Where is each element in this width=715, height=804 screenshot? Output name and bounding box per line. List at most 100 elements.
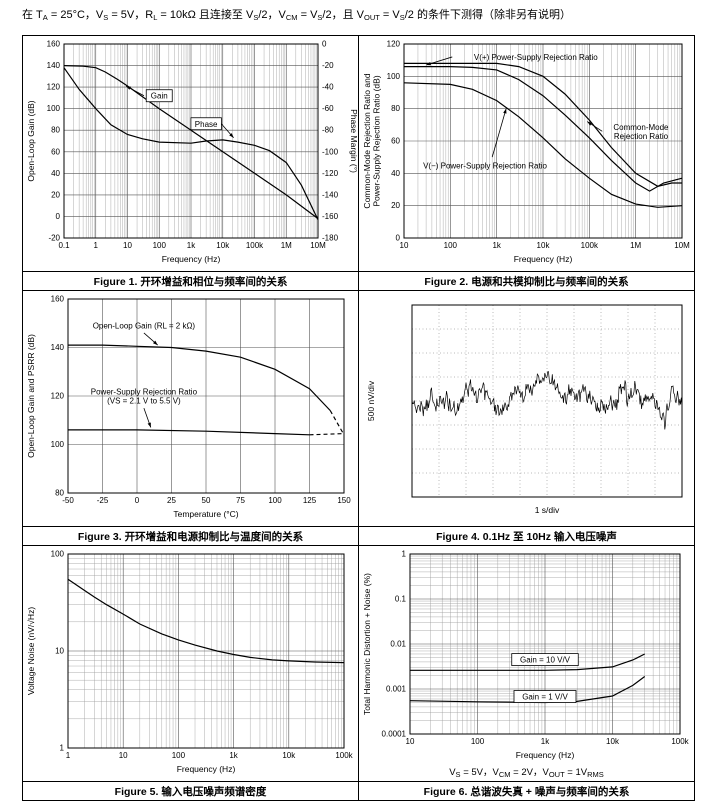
svg-text:80: 80	[391, 104, 400, 113]
svg-text:140: 140	[50, 343, 64, 352]
svg-text:160: 160	[50, 294, 64, 303]
svg-text:Frequency (Hz): Frequency (Hz)	[515, 750, 574, 760]
svg-text:140: 140	[46, 61, 60, 70]
svg-text:Frequency (Hz): Frequency (Hz)	[513, 254, 572, 264]
svg-text:Gain = 10 V/V: Gain = 10 V/V	[519, 655, 570, 664]
svg-text:0: 0	[395, 233, 400, 242]
svg-text:-60: -60	[322, 104, 334, 113]
svg-text:Common-Mode: Common-Mode	[613, 122, 669, 131]
figure-1-caption: Figure 1. 开环增益和相位与频率间的关系	[23, 271, 358, 290]
svg-text:1k: 1k	[492, 241, 501, 250]
figure-grid: 0.1 1 10 100 1k 10k 100k 1M 10M -20 0 20 40 60 80 100 12…	[22, 35, 695, 801]
svg-text:Open-Loop Gain and PSRR (dB): Open-Loop Gain and PSRR (dB)	[26, 333, 36, 457]
svg-text:1k: 1k	[229, 751, 238, 760]
svg-text:100: 100	[171, 751, 185, 760]
svg-text:0.01: 0.01	[390, 639, 406, 648]
figure-3-panel: -50 -25 0 25 50 75 100 125 150 80 100 120 140 160 Temp…	[23, 291, 359, 546]
svg-text:0.0001: 0.0001	[381, 729, 406, 738]
svg-text:Voltage Noise (nV/√Hz): Voltage Noise (nV/√Hz)	[26, 606, 36, 694]
svg-text:10k: 10k	[282, 751, 296, 760]
figure-2-chart: 10 100 1k 10k 100k 1M 10M 0 20 40 60 80 100 120 Freque…	[359, 36, 694, 271]
svg-text:1: 1	[401, 549, 406, 558]
svg-text:100: 100	[386, 71, 400, 80]
svg-text:100k: 100k	[335, 751, 353, 760]
figure-4-chart: 500 nV/div 1 s/div	[359, 291, 694, 526]
svg-text:100: 100	[268, 496, 282, 505]
figure-5-panel: 1 10 100 1k 10k 100k 1 10 100 Frequency (Hz) Volta…	[23, 546, 359, 801]
svg-text:40: 40	[391, 168, 400, 177]
svg-text:V(−) Power-Supply Rejection Ra: V(−) Power-Supply Rejection Ratio	[423, 161, 547, 170]
svg-text:-20: -20	[48, 233, 60, 242]
svg-text:-100: -100	[322, 147, 339, 156]
svg-text:0.1: 0.1	[58, 241, 70, 250]
svg-text:120: 120	[50, 391, 64, 400]
svg-text:100: 100	[470, 737, 484, 746]
figure-4-panel: 500 nV/div 1 s/div Figure 4. 0.1Hz 至 10Hz…	[359, 291, 695, 546]
svg-text:1 s/div: 1 s/div	[534, 505, 559, 515]
svg-text:100: 100	[46, 104, 60, 113]
svg-text:1k: 1k	[540, 737, 549, 746]
svg-text:20: 20	[391, 201, 400, 210]
svg-text:Temperature (°C): Temperature (°C)	[173, 509, 238, 519]
svg-text:1M: 1M	[280, 241, 291, 250]
figure-1-chart: 0.1 1 10 100 1k 10k 100k 1M 10M -20 0 20 40 60 80 100 12…	[23, 36, 358, 271]
svg-text:Frequency (Hz): Frequency (Hz)	[176, 764, 235, 774]
svg-text:-160: -160	[322, 211, 339, 220]
svg-text:120: 120	[46, 82, 60, 91]
svg-text:100k: 100k	[671, 737, 689, 746]
svg-text:Frequency (Hz): Frequency (Hz)	[161, 254, 220, 264]
svg-text:0: 0	[134, 496, 139, 505]
svg-text:10: 10	[118, 751, 127, 760]
svg-text:Total Harmonic Distortion + No: Total Harmonic Distortion + Noise (%)	[362, 572, 372, 714]
svg-text:100: 100	[50, 549, 64, 558]
svg-text:0: 0	[322, 39, 327, 48]
svg-text:-50: -50	[62, 496, 74, 505]
svg-text:100: 100	[443, 241, 457, 250]
svg-text:-80: -80	[322, 125, 334, 134]
svg-text:10k: 10k	[216, 241, 230, 250]
figure-1-panel: 0.1 1 10 100 1k 10k 100k 1M 10M -20 0 20 40 60 80 100 12…	[23, 36, 359, 291]
figure-3-chart: -50 -25 0 25 50 75 100 125 150 80 100 120 140 160 Temp…	[23, 291, 358, 526]
svg-text:100: 100	[152, 241, 166, 250]
figure-5-caption: Figure 5. 输入电压噪声频谱密度	[23, 781, 358, 800]
figure-2-panel: 10 100 1k 10k 100k 1M 10M 0 20 40 60 80 100 120 Freque…	[359, 36, 695, 291]
svg-text:120: 120	[386, 39, 400, 48]
test-conditions-note: 在 TA = 25°C，VS = 5V，RL = 10kΩ 且连接至 VS/2，…	[22, 9, 571, 22]
svg-text:20: 20	[51, 190, 60, 199]
svg-text:0.001: 0.001	[385, 684, 406, 693]
svg-text:150: 150	[337, 496, 351, 505]
svg-text:60: 60	[391, 136, 400, 145]
svg-text:1: 1	[65, 751, 70, 760]
svg-text:V(+) Power-Supply Rejection Ra: V(+) Power-Supply Rejection Ratio	[473, 52, 597, 61]
svg-text:1: 1	[93, 241, 98, 250]
svg-text:10k: 10k	[606, 737, 620, 746]
svg-text:-140: -140	[322, 190, 339, 199]
svg-text:0: 0	[55, 211, 60, 220]
svg-text:1: 1	[59, 743, 64, 752]
svg-text:-25: -25	[96, 496, 108, 505]
svg-text:Open-Loop Gain (RL = 2 kΩ): Open-Loop Gain (RL = 2 kΩ)	[92, 321, 195, 330]
figure-2-caption: Figure 2. 电源和共模抑制比与频率间的关系	[359, 271, 694, 290]
svg-text:1M: 1M	[630, 241, 641, 250]
svg-text:100k: 100k	[245, 241, 263, 250]
svg-text:160: 160	[46, 39, 60, 48]
svg-text:80: 80	[51, 125, 60, 134]
svg-text:25: 25	[167, 496, 176, 505]
svg-text:Gain = 1 V/V: Gain = 1 V/V	[522, 692, 568, 701]
svg-text:-40: -40	[322, 82, 334, 91]
svg-text:100: 100	[50, 440, 64, 449]
svg-text:Phase Margin (°): Phase Margin (°)	[349, 109, 358, 173]
svg-text:40: 40	[51, 168, 60, 177]
figure-6-chart: 10 100 1k 10k 100k 0.0001 0.001 0.01 0.1 1 Frequen…	[359, 546, 694, 766]
svg-text:(VS = 2.1 V to 5.5 V): (VS = 2.1 V to 5.5 V)	[107, 396, 181, 405]
svg-text:-20: -20	[322, 61, 334, 70]
figure-4-caption: Figure 4. 0.1Hz 至 10Hz 输入电压噪声	[359, 526, 694, 545]
svg-text:Power-Supply Rejection Ratio (: Power-Supply Rejection Ratio (dB)	[371, 75, 381, 207]
figure-3-caption: Figure 3. 开环增益和电源抑制比与温度间的关系	[23, 526, 358, 545]
svg-text:100k: 100k	[580, 241, 598, 250]
svg-text:Phase: Phase	[194, 119, 217, 128]
svg-text:10: 10	[55, 646, 64, 655]
svg-text:10: 10	[123, 241, 132, 250]
svg-text:10: 10	[399, 241, 408, 250]
